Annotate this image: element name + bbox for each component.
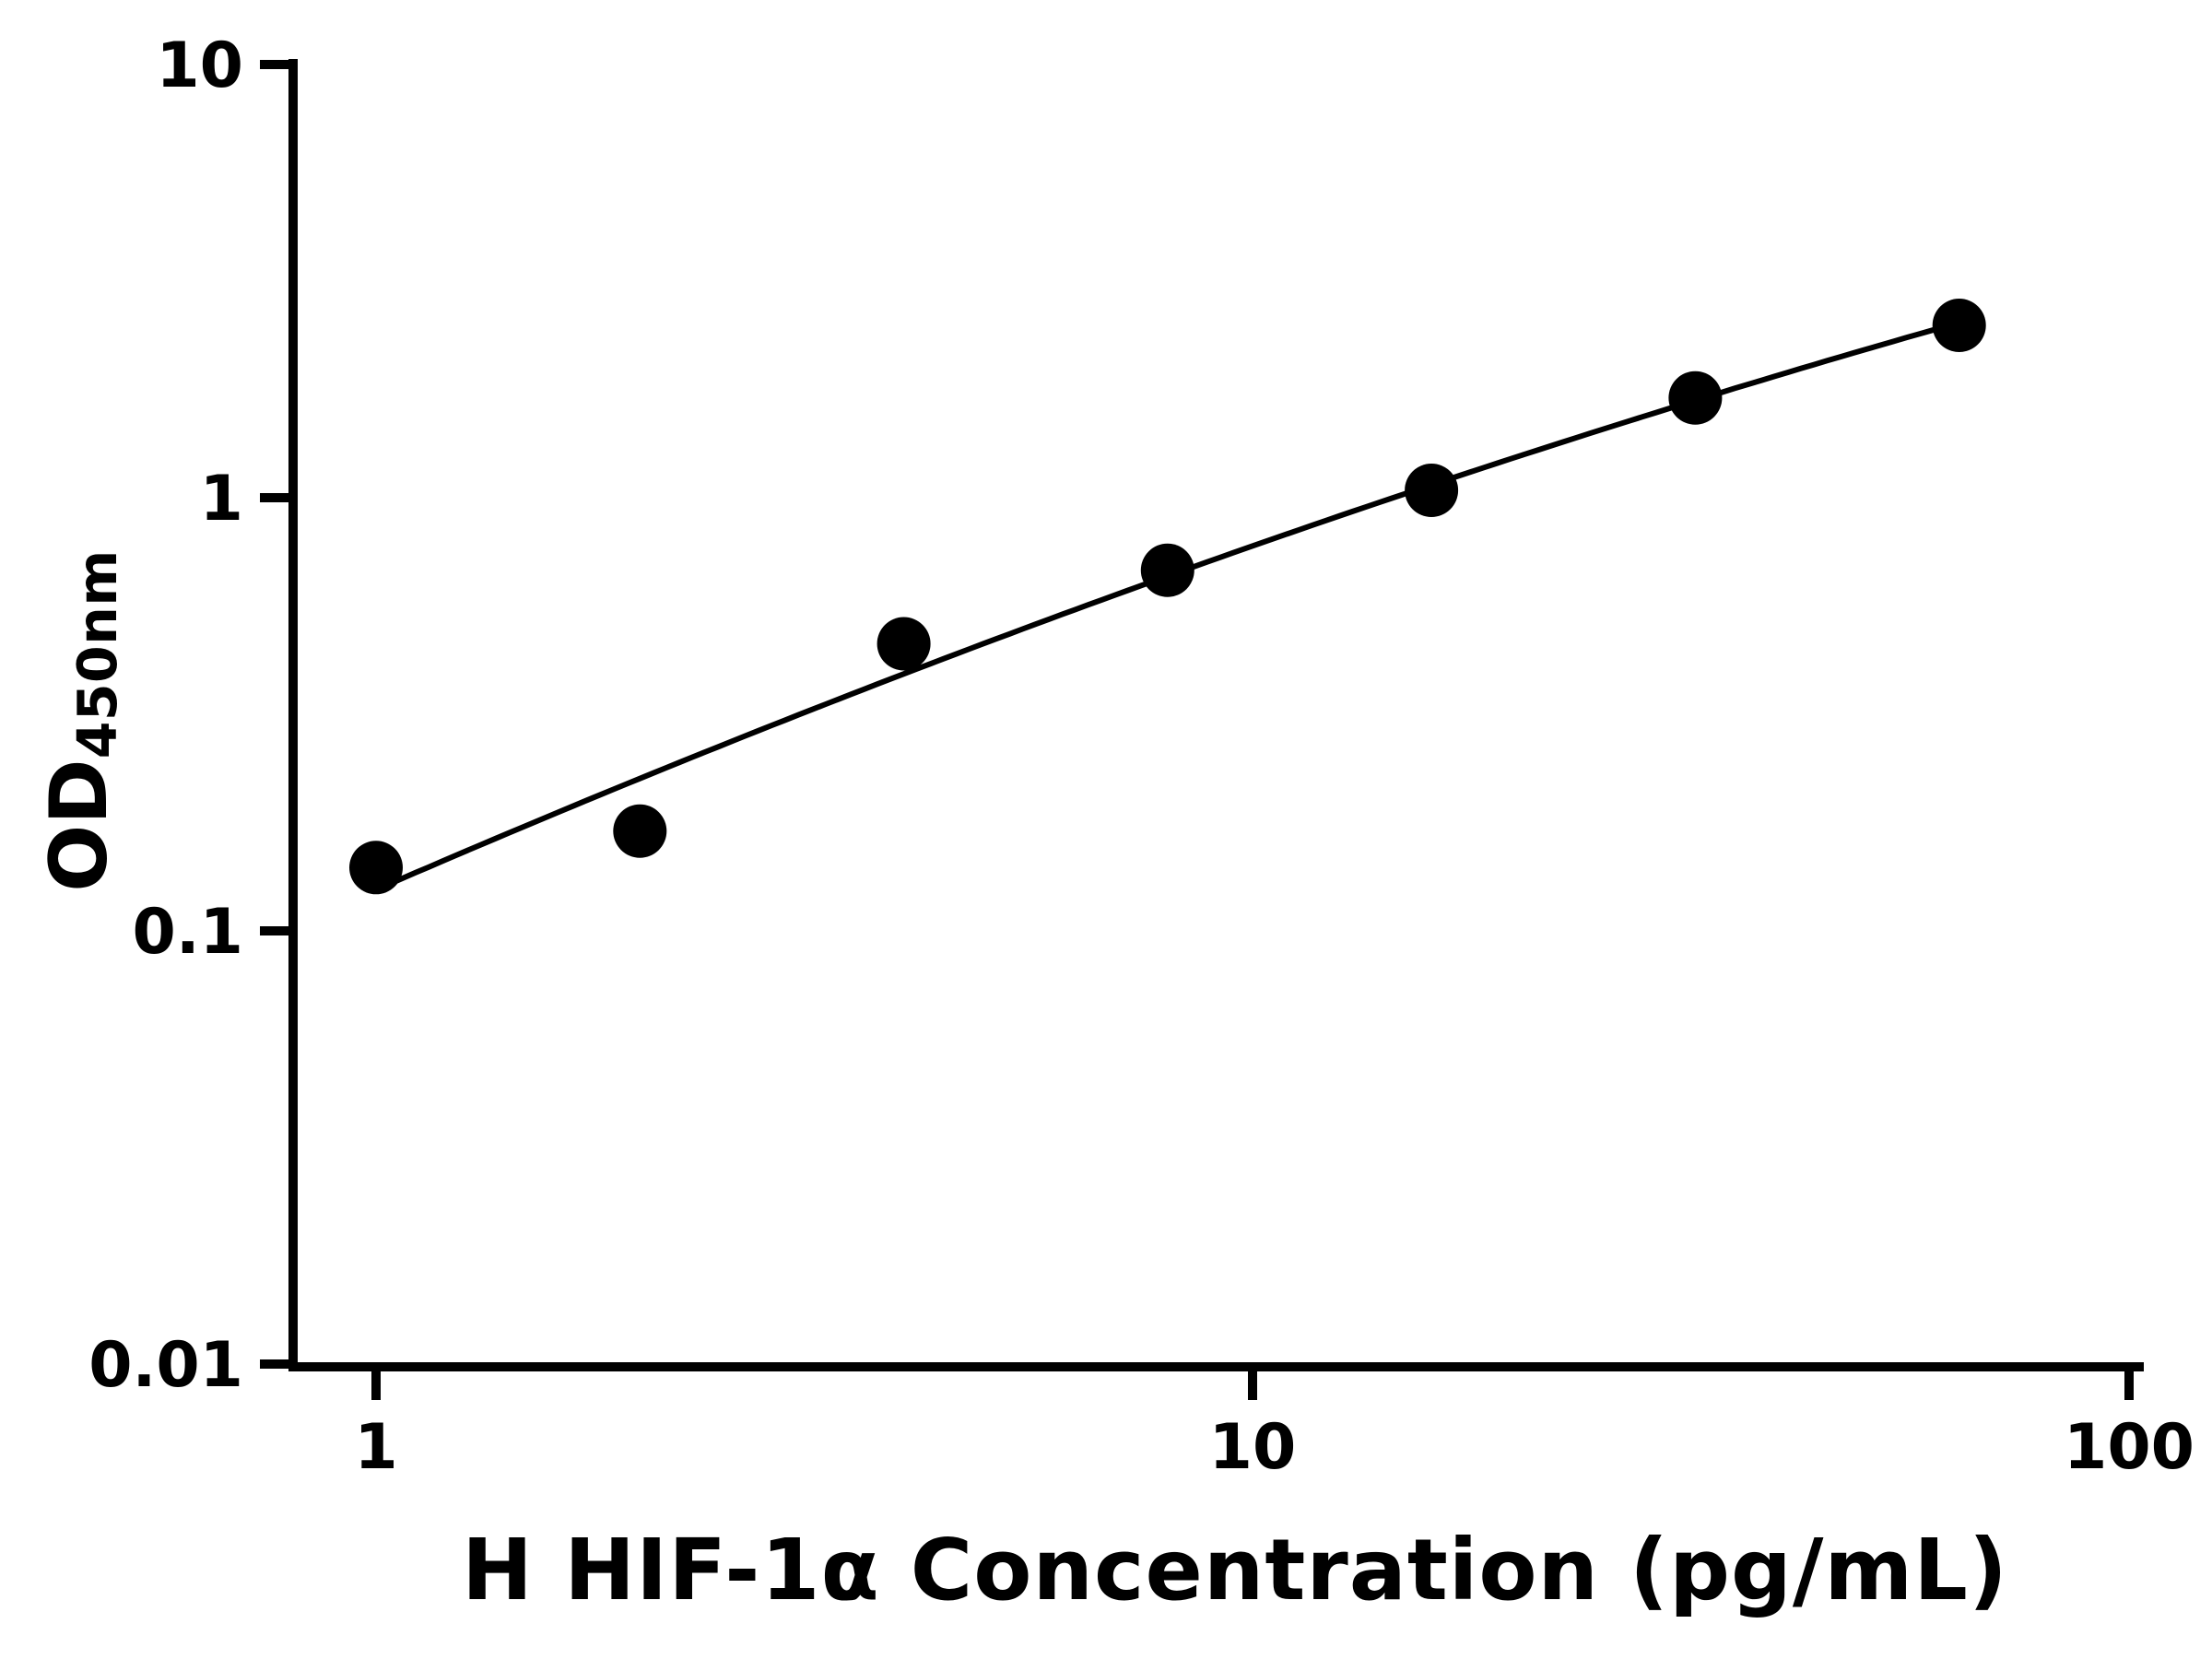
y-tick-label: 0.01 — [88, 1329, 243, 1402]
x-axis-title: H HIF-1α Concentration (pg/mL) — [462, 1521, 2008, 1619]
data-point — [1932, 299, 1986, 352]
x-tick-label: 10 — [1209, 1411, 1297, 1484]
x-tick-label: 100 — [2064, 1411, 2194, 1484]
y-axis-title-subscript: 450nm — [65, 549, 129, 759]
data-point — [1405, 464, 1459, 517]
data-point — [613, 804, 667, 858]
data-point — [1668, 371, 1723, 425]
fit-curve — [374, 320, 1960, 893]
y-tick-label: 0.1 — [133, 896, 243, 969]
y-tick-label: 10 — [156, 29, 243, 102]
data-point — [1140, 543, 1194, 597]
y-axis-title-main: OD — [33, 759, 126, 892]
data-point — [349, 841, 403, 895]
y-tick-label: 1 — [200, 463, 243, 535]
x-tick-label: 1 — [354, 1411, 397, 1484]
data-point — [877, 617, 931, 671]
y-axis-title: OD450nm — [33, 549, 129, 892]
